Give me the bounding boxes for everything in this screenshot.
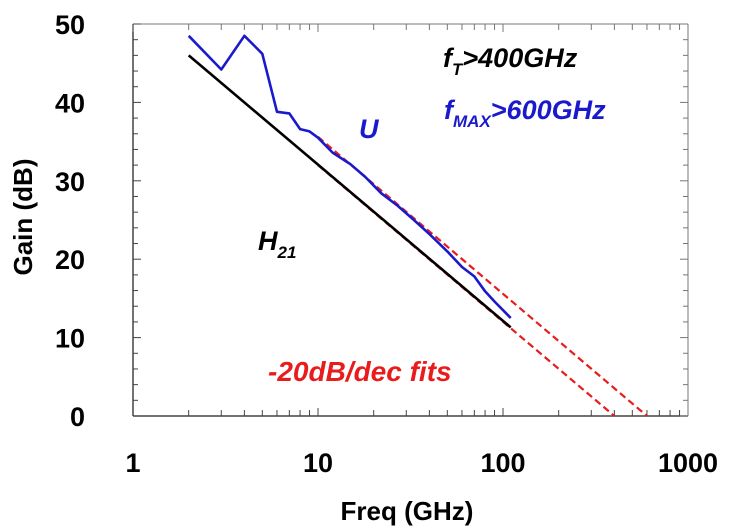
- y-tick-labels: 0 10 20 30 40 50: [55, 10, 85, 432]
- y-tick-label: 0: [70, 402, 85, 432]
- y-axis-title: Gain (dB): [8, 159, 38, 276]
- y-tick-label: 50: [55, 10, 85, 40]
- fmax-annotation-sub: MAX: [453, 112, 492, 131]
- h21-label-base: H: [258, 226, 278, 256]
- y-tick-label: 30: [55, 167, 85, 197]
- ft-annotation-sub: T: [452, 60, 464, 79]
- x-axis-title: Freq (GHz): [341, 496, 474, 526]
- x-tick-label: 1: [125, 448, 140, 478]
- fit-annotation: -20dB/dec fits: [268, 356, 452, 387]
- h21-label-sub: 21: [277, 243, 297, 262]
- series-line-u: [187, 34, 512, 319]
- x-tick-label: 10: [303, 448, 333, 478]
- ft-annotation-rest: >400GHz: [462, 43, 577, 73]
- y-minor-ticks: [133, 23, 688, 417]
- u-series-label: U: [359, 114, 380, 144]
- ft-annotation: fT>400GHz: [443, 43, 578, 79]
- x-tick-label: 1000: [658, 448, 718, 478]
- x-minor-ticks: [132, 24, 681, 416]
- fmax-annotation: fMAX>600GHz: [444, 95, 606, 131]
- series-layer: [187, 34, 648, 417]
- series-line-h21: [187, 54, 512, 329]
- plot-frame: [132, 23, 689, 417]
- y-tick-label: 10: [55, 324, 85, 354]
- h21-series-label: H21: [258, 226, 296, 262]
- fmax-annotation-rest: >600GHz: [491, 95, 606, 125]
- x-tick-label: 100: [480, 448, 525, 478]
- y-tick-label: 40: [55, 88, 85, 118]
- x-tick-labels: 1 10 100 1000: [125, 448, 718, 478]
- series-line-h21-fit: [317, 164, 616, 417]
- y-tick-label: 20: [55, 245, 85, 275]
